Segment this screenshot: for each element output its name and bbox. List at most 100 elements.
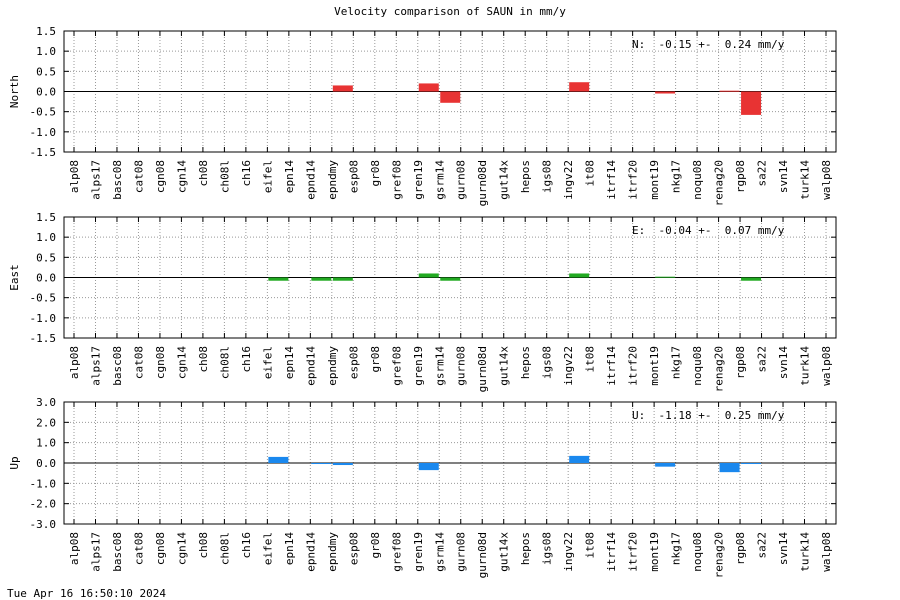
x-tick-label: gurn08d	[476, 346, 489, 392]
x-tick-label: esp08	[347, 532, 360, 565]
plot-frame	[63, 401, 837, 525]
x-tick-label: noqu08	[691, 346, 704, 386]
y-tick-label: -0.5	[30, 106, 57, 119]
x-tick-label: alp08	[68, 346, 81, 379]
x-tick-label: cat08	[132, 532, 145, 565]
x-tick-label: walp08	[820, 346, 833, 386]
panel-north: 1.5 1.0 0.5 0.0 -0.5 -1.0 -1.5 alp08 alps17 basc0…	[8, 25, 837, 206]
bar-epnd14	[311, 277, 332, 281]
y-tick-label: -1.5	[30, 146, 57, 159]
plot-frame	[63, 30, 837, 153]
x-tick-label: cgn08	[154, 160, 167, 193]
x-tick-label: rgp08	[734, 532, 747, 565]
y-tick-label: -1.5	[30, 332, 57, 345]
x-tick-label: walp08	[820, 160, 833, 200]
bar-mont19	[655, 91, 676, 94]
y-tick-label: 2.0	[36, 416, 56, 429]
x-tick-label: gurn08	[455, 532, 468, 572]
x-tick-label: mont19	[648, 532, 661, 572]
x-tick-label: gref08	[390, 532, 403, 572]
x-tick-label: gren19	[412, 160, 425, 200]
x-tick-label: cgn14	[175, 346, 188, 379]
x-tick-label: hepos	[519, 346, 532, 379]
panel-up: 3.0 2.0 1.0 0.0 -1.0 -2.0 -3.0 alp08 alps17 basc0…	[8, 396, 837, 578]
x-tick-label: sa22	[756, 346, 769, 373]
x-tick-label: gurn08	[455, 160, 468, 200]
x-tick-label: it08	[584, 532, 597, 559]
x-tick-label: epnd14	[304, 160, 317, 200]
x-tick-label: ch16	[240, 532, 253, 559]
x-tick-label: turk14	[799, 160, 812, 200]
y-tick-label: -2.0	[30, 498, 57, 511]
x-tick-label: gurn08	[455, 346, 468, 386]
y-axis-label: Up	[8, 456, 21, 469]
x-tick-label: gref08	[390, 346, 403, 386]
y-tick-label: 1.5	[36, 211, 56, 224]
stats-annotation: E: -0.04 +- 0.07 mm/y	[632, 224, 785, 237]
x-tick-label: gut14x	[498, 160, 511, 200]
y-axis-label: North	[8, 75, 21, 108]
x-tick-label: eifel	[261, 160, 274, 193]
y-tick-label: -3.0	[30, 518, 57, 531]
x-tick-label: ch08	[197, 160, 210, 187]
panel-east: 1.5 1.0 0.5 0.0 -0.5 -1.0 -1.5 alp08 alps17 basc0…	[8, 211, 837, 392]
x-tick-label: rgp08	[734, 160, 747, 193]
x-tick-label: hepos	[519, 532, 532, 565]
x-tick-label: gref08	[390, 160, 403, 200]
x-tick-label: igs08	[541, 532, 554, 565]
bar-ingv22	[569, 455, 590, 463]
bar-epndmy	[332, 277, 353, 281]
x-tick-label: ingv22	[562, 160, 575, 200]
x-tick-label: renag20	[713, 160, 726, 206]
x-tick-label: epndmy	[326, 346, 339, 386]
bar-rgp08	[741, 277, 762, 281]
x-tick-label: epn14	[283, 532, 296, 565]
chart-title: Velocity comparison of SAUN in mm/y	[334, 5, 566, 18]
x-tick-label: gsrm14	[433, 160, 446, 200]
x-tick-label: alp08	[68, 532, 81, 565]
x-tick-label: igs08	[541, 160, 554, 193]
x-tick-label: it08	[584, 346, 597, 373]
bar-rgp08	[741, 91, 762, 115]
y-tick-label: -0.5	[30, 292, 57, 305]
x-tick-label: ch08l	[218, 346, 231, 379]
x-tick-label: ch08	[197, 532, 210, 559]
x-tick-label: cgn14	[175, 532, 188, 565]
bar-renag20	[719, 90, 740, 92]
x-tick-label: renag20	[713, 346, 726, 392]
x-tick-label: cgn08	[154, 346, 167, 379]
x-tick-label: cat08	[132, 160, 145, 193]
x-tick-label: gurn08d	[476, 160, 489, 206]
x-tick-label: gsrm14	[433, 346, 446, 386]
y-tick-label: -1.0	[30, 312, 57, 325]
stats-annotation: N: -0.15 +- 0.24 mm/y	[632, 38, 785, 51]
x-tick-label: itrf20	[627, 160, 640, 200]
bar-eifel	[268, 456, 289, 463]
y-tick-label: 1.0	[36, 437, 56, 450]
x-tick-label: gren19	[412, 346, 425, 386]
x-tick-label: esp08	[347, 346, 360, 379]
x-tick-label: svn14	[777, 346, 790, 379]
x-tick-label: cgn14	[175, 160, 188, 193]
bar-mont19	[655, 276, 676, 278]
x-tick-label: basc08	[111, 532, 124, 572]
x-tick-label: gr08	[369, 346, 382, 373]
x-tick-label: ch08l	[218, 160, 231, 193]
x-tick-label: epnd14	[304, 346, 317, 386]
x-tick-label: cat08	[132, 346, 145, 379]
x-tick-label: gurn08d	[476, 532, 489, 578]
y-tick-label: 1.0	[36, 231, 56, 244]
bar-ingv22	[569, 273, 590, 278]
x-tick-label: sa22	[756, 532, 769, 559]
x-tick-label: alps17	[89, 346, 102, 386]
x-tick-label: itrf14	[605, 532, 618, 572]
y-tick-label: -1.0	[30, 477, 57, 490]
y-axis-label: East	[8, 264, 21, 291]
bar-eifel	[268, 277, 289, 281]
x-tick-label: eifel	[261, 532, 274, 565]
stats-annotation: U: -1.18 +- 0.25 mm/y	[632, 409, 785, 422]
x-tick-label: ch16	[240, 346, 253, 373]
plot-frame	[63, 216, 837, 339]
x-tick-label: itrf14	[605, 160, 618, 200]
